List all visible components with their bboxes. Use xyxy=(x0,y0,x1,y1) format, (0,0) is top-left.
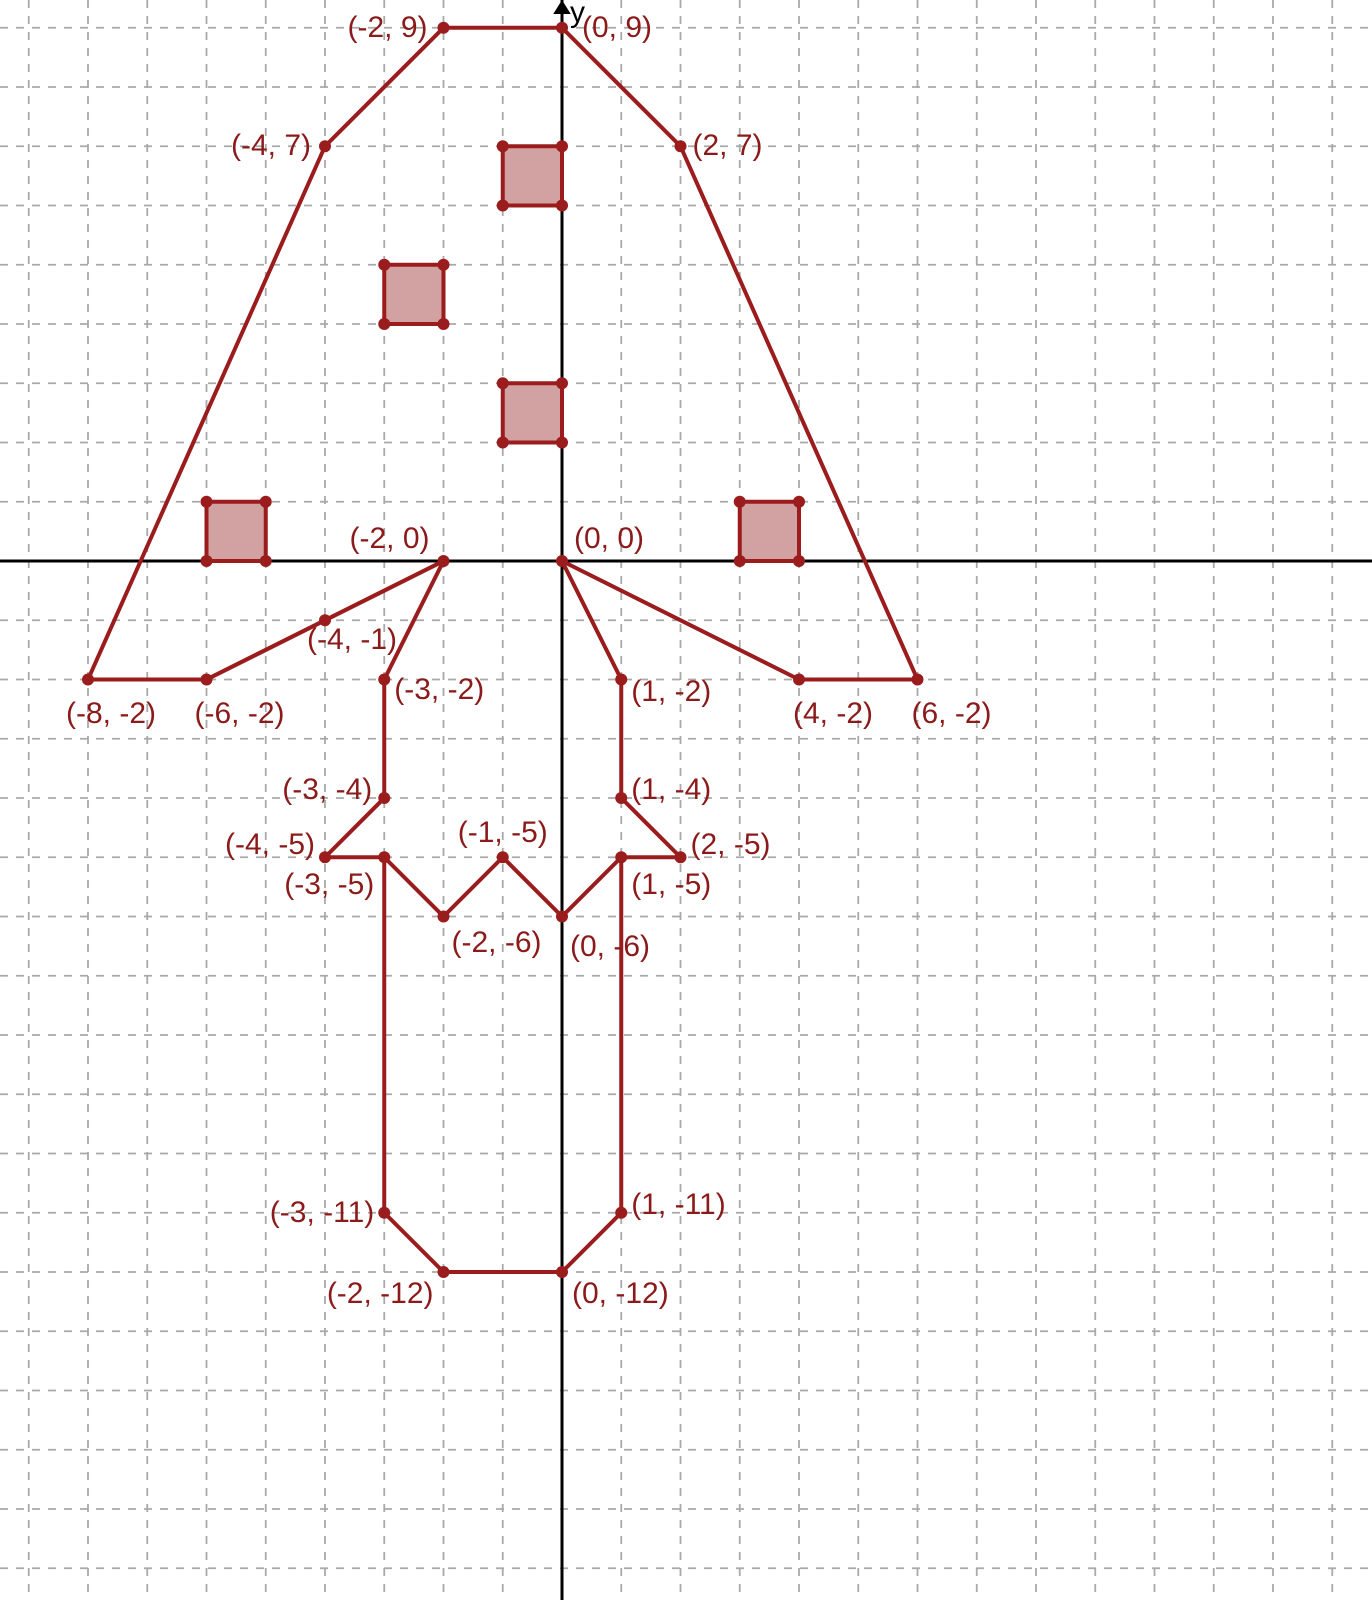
grid xyxy=(0,0,1372,1600)
coordinate-plane: (-2, 9)(0, 9)(-4, 7)(2, 7)(-2, 0)(0, 0)(… xyxy=(0,0,1372,1600)
plot-svg xyxy=(0,0,1372,1600)
